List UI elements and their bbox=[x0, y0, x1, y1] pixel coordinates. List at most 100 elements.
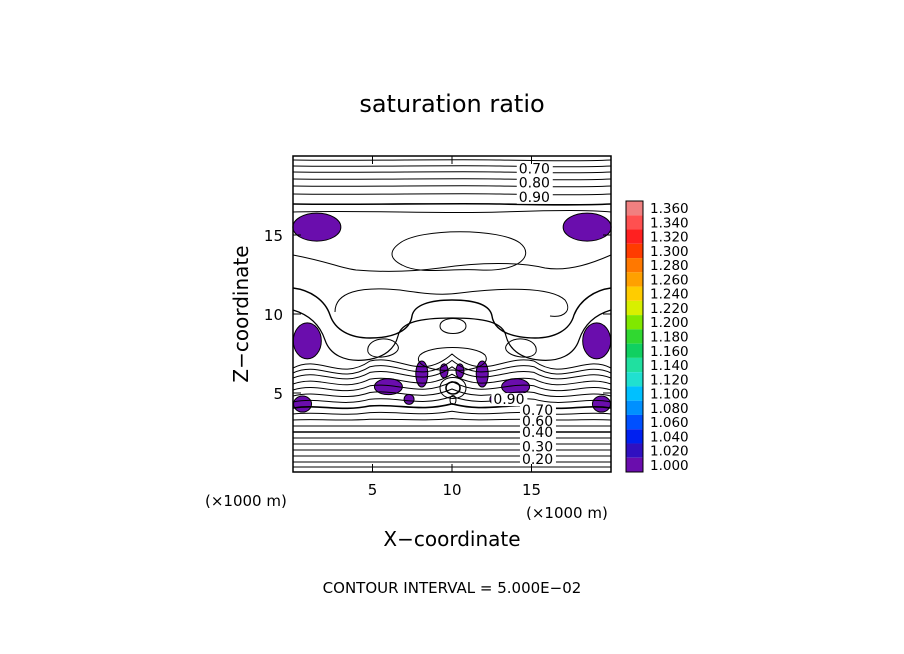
x-tick-label: 5 bbox=[368, 481, 378, 499]
y-tick-label: 15 bbox=[264, 227, 283, 245]
colorbar-swatch bbox=[626, 343, 643, 358]
colorbar-swatch bbox=[626, 215, 643, 230]
colorbar-label: 1.320 bbox=[650, 230, 689, 246]
contour-label: 0.20 bbox=[522, 452, 553, 468]
colorbar-label: 1.300 bbox=[650, 244, 689, 260]
contour-line bbox=[334, 288, 569, 317]
colorbar-swatch bbox=[626, 201, 643, 216]
colorbar-swatch bbox=[626, 272, 643, 287]
colorbar-swatch bbox=[626, 286, 643, 301]
contour-line bbox=[367, 338, 399, 358]
contour-line bbox=[292, 309, 612, 361]
supersaturated-region bbox=[293, 395, 313, 413]
contour-line bbox=[439, 377, 467, 399]
colorbar-label: 1.080 bbox=[650, 401, 689, 417]
contour-label-background bbox=[519, 440, 556, 454]
x-tick-label: 15 bbox=[522, 481, 541, 499]
chart-title: saturation ratio bbox=[359, 90, 544, 118]
colorbar-swatch bbox=[626, 372, 643, 387]
colorbar: 1.3601.3401.3201.3001.2801.2601.2401.220… bbox=[625, 200, 689, 474]
supersaturated-region bbox=[591, 395, 611, 413]
colorbar-label: 1.060 bbox=[650, 415, 689, 431]
colorbar-label: 1.340 bbox=[650, 215, 689, 231]
colorbar-label: 1.040 bbox=[650, 429, 689, 445]
colorbar-swatch bbox=[626, 357, 643, 373]
x-axis-unit: (×1000 m) bbox=[526, 504, 608, 522]
contour-label: 0.90 bbox=[519, 190, 550, 206]
contour-label: 0.70 bbox=[519, 161, 550, 177]
contour-label-background bbox=[519, 415, 556, 429]
supersaturated-region bbox=[475, 360, 489, 388]
contour-label: 0.70 bbox=[522, 403, 553, 419]
contour-label-background bbox=[519, 426, 556, 440]
contour-line bbox=[292, 165, 612, 168]
contour-line bbox=[505, 338, 537, 358]
contour-line bbox=[292, 210, 612, 214]
colorbar-swatch bbox=[626, 258, 643, 273]
supersaturated-region bbox=[562, 212, 612, 242]
contour-line bbox=[439, 318, 467, 334]
contour-label-background bbox=[491, 393, 528, 407]
contour-line bbox=[292, 395, 612, 403]
y-tick-label: 10 bbox=[264, 306, 283, 324]
colorbar-label: 1.100 bbox=[650, 387, 689, 403]
colorbar-label: 1.240 bbox=[650, 287, 689, 303]
contour-interval-note: CONTOUR INTERVAL = 5.000E−02 bbox=[323, 579, 582, 597]
contour-line bbox=[292, 202, 612, 206]
colorbar-swatch bbox=[626, 329, 643, 344]
colorbar-swatch bbox=[626, 229, 643, 244]
contour-label-background bbox=[519, 404, 556, 418]
contour-line bbox=[445, 381, 461, 395]
contour-label-background bbox=[519, 453, 556, 467]
colorbar-swatch bbox=[626, 315, 643, 330]
contour-label-background bbox=[516, 162, 553, 176]
contour-line bbox=[292, 178, 612, 181]
colorbar-swatch bbox=[626, 243, 643, 259]
colorbar-label: 1.000 bbox=[650, 458, 689, 474]
supersaturated-region bbox=[582, 322, 612, 360]
contour-line bbox=[292, 193, 612, 196]
contour-line bbox=[292, 373, 612, 386]
contour-line bbox=[292, 254, 612, 272]
colorbar-frame bbox=[625, 200, 644, 473]
supersaturated-region bbox=[415, 360, 429, 388]
colorbar-swatch bbox=[626, 400, 643, 415]
contour-line bbox=[292, 287, 612, 339]
contour-label: 0.30 bbox=[522, 439, 553, 455]
contour-label-background bbox=[516, 176, 553, 190]
contour-line bbox=[292, 366, 612, 380]
colorbar-label: 1.360 bbox=[650, 201, 689, 217]
x-axis-label: X−coordinate bbox=[383, 527, 520, 551]
colorbar-swatch bbox=[626, 457, 643, 472]
contour-label: 0.80 bbox=[519, 176, 550, 192]
colorbar-label: 1.120 bbox=[650, 372, 689, 388]
contour-label: 0.40 bbox=[522, 425, 553, 441]
y-axis-unit: (×1000 m) bbox=[205, 492, 287, 510]
contour-line bbox=[292, 171, 612, 174]
colorbar-swatch bbox=[626, 443, 643, 458]
axis-ticks-layer: 5 10 15 5 10 15 bbox=[264, 156, 611, 499]
colorbar-label: 1.160 bbox=[650, 344, 689, 360]
supersaturated-region bbox=[292, 212, 342, 242]
supersaturated-region bbox=[403, 393, 415, 405]
colorbar-swatch bbox=[626, 414, 643, 430]
colorbar-swatch bbox=[626, 386, 643, 401]
contour-label: 0.90 bbox=[493, 392, 524, 408]
supersaturated-fill-layer bbox=[292, 212, 612, 413]
colorbar-label: 1.260 bbox=[650, 272, 689, 288]
colorbar-label: 1.280 bbox=[650, 258, 689, 274]
plot-background bbox=[293, 156, 611, 472]
contour-line bbox=[292, 159, 612, 162]
colorbar-swatch bbox=[626, 429, 643, 444]
supersaturated-region bbox=[292, 322, 322, 360]
contour-line bbox=[292, 388, 612, 398]
contour-line bbox=[391, 231, 527, 272]
x-tick-label: 10 bbox=[442, 481, 461, 499]
y-axis-label: Z−coordinate bbox=[229, 245, 253, 382]
colorbar-label: 1.200 bbox=[650, 315, 689, 331]
contour-line bbox=[292, 359, 612, 375]
colorbar-label: 1.020 bbox=[650, 444, 689, 460]
contour-line bbox=[292, 185, 612, 188]
colorbar-label: 1.220 bbox=[650, 301, 689, 317]
